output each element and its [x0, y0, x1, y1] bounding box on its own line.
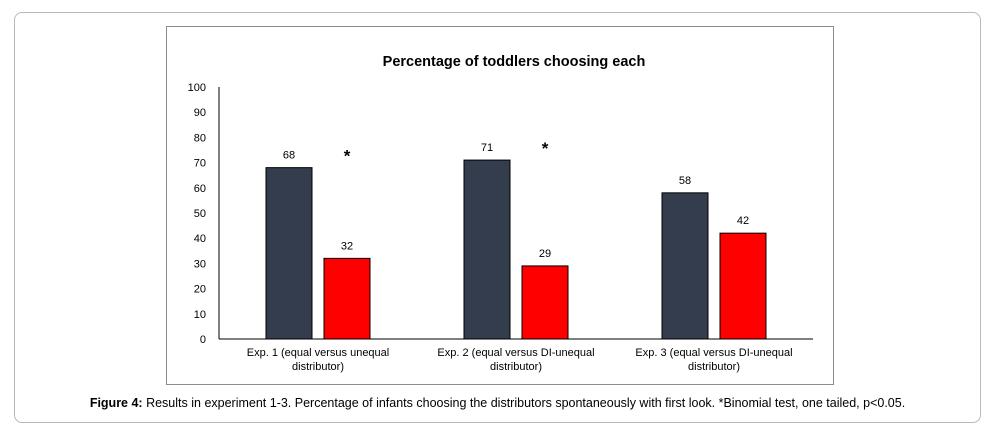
x-axis: Exp. 1 (equal versus unequal distributor)…	[219, 338, 813, 373]
data-label: 71	[481, 142, 493, 154]
bar-chart: Percentage of toddlers choosing each 0 10…	[188, 54, 813, 373]
data-label: 29	[539, 248, 551, 260]
y-tick-label: 20	[194, 284, 206, 296]
caption-label: Figure 4:	[89, 396, 143, 410]
significance-marker: *	[344, 147, 351, 166]
y-tick-label: 50	[194, 208, 206, 220]
chart-area: Percentage of toddlers choosing each 0 10…	[166, 26, 834, 385]
y-axis: 0 10 20 30 40 50 60 70 80 90 100	[188, 82, 220, 346]
significance-marker: *	[542, 139, 549, 158]
x-tick-label: Exp. 2 (equal versus DI-unequal	[437, 347, 594, 359]
bar	[463, 159, 511, 340]
x-tick-label: Exp. 3 (equal versus DI-unequal	[635, 347, 792, 359]
bar	[323, 257, 371, 340]
y-tick-label: 100	[188, 82, 206, 94]
y-tick-label: 40	[194, 233, 206, 245]
data-label: 32	[341, 240, 353, 252]
x-tick-label: distributor)	[490, 361, 542, 373]
y-tick-label: 70	[194, 158, 206, 170]
bar	[661, 192, 709, 340]
x-tick-label: distributor)	[688, 361, 740, 373]
bars: 68 32 * 71 29 * 58 42	[265, 139, 767, 340]
caption-text: Results in experiment 1-3. Percentage of…	[142, 396, 906, 410]
data-label: 42	[737, 215, 749, 227]
x-tick-label: Exp. 1 (equal versus unequal	[247, 347, 389, 359]
data-label: 58	[679, 175, 691, 187]
chart-title: Percentage of toddlers choosing each	[383, 54, 646, 70]
y-tick-label: 90	[194, 107, 206, 119]
y-tick-label: 0	[200, 334, 206, 346]
y-tick-label: 30	[194, 258, 206, 270]
bar	[719, 232, 767, 340]
y-tick-label: 60	[194, 183, 206, 195]
x-tick-label: distributor)	[292, 361, 344, 373]
bar	[265, 167, 313, 340]
figure-caption: Figure 4: Results in experiment 1-3. Per…	[0, 396, 995, 410]
y-tick-label: 80	[194, 132, 206, 144]
bar	[521, 265, 569, 340]
data-label: 68	[283, 150, 295, 162]
y-tick-label: 10	[194, 309, 206, 321]
